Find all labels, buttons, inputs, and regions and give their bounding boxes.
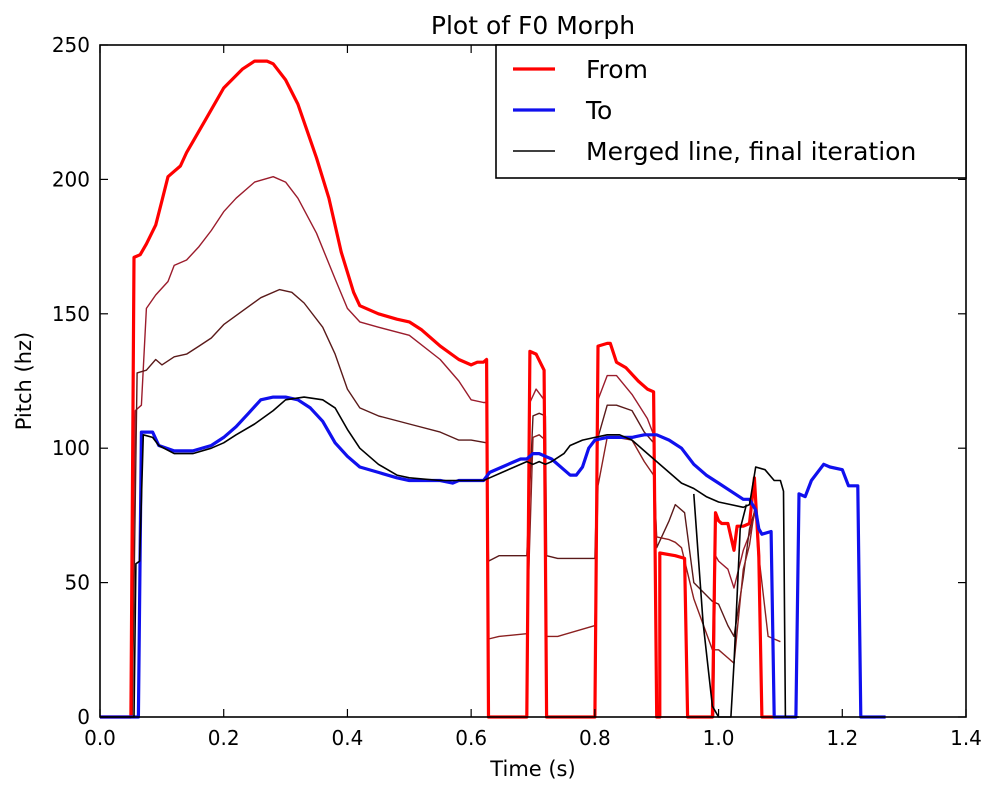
legend-box <box>495 44 967 179</box>
y-tick-label: 250 <box>52 33 90 57</box>
x-tick-label: 1.0 <box>703 726 735 750</box>
x-tick-label: 0.8 <box>579 726 611 750</box>
legend-label: From <box>586 55 648 84</box>
legend-label: To <box>585 96 612 125</box>
legend-label: Merged line, final iteration <box>586 137 916 166</box>
x-tick-label: 0.2 <box>208 726 240 750</box>
y-tick-label: 0 <box>77 705 90 729</box>
x-axis-label: Time (s) <box>489 757 575 781</box>
axis-ticks: 0.0 0.2 0.4 0.6 0.8 1.0 1.2 1.4 0 50 100 150 200 250 <box>52 33 982 750</box>
chart-title: Plot of F0 Morph <box>431 11 635 40</box>
series-line-merged-line-final-iteration <box>100 396 799 718</box>
series-line-to <box>100 395 886 719</box>
legend: From To Merged line, final iteration <box>495 44 967 179</box>
x-tick-label: 0.0 <box>84 726 116 750</box>
series-line-iteration-2 <box>100 288 775 718</box>
y-tick-label: 150 <box>52 302 90 326</box>
y-tick-label: 100 <box>52 436 90 460</box>
series-line-iteration-3 <box>488 434 781 664</box>
x-tick-label: 1.2 <box>826 726 858 750</box>
y-tick-label: 200 <box>52 167 90 191</box>
y-axis-label: Pitch (hz) <box>12 332 36 431</box>
y-tick-label: 50 <box>65 571 90 595</box>
x-tick-label: 0.6 <box>455 726 487 750</box>
x-tick-label: 0.4 <box>332 726 364 750</box>
x-tick-label: 1.4 <box>950 726 982 750</box>
